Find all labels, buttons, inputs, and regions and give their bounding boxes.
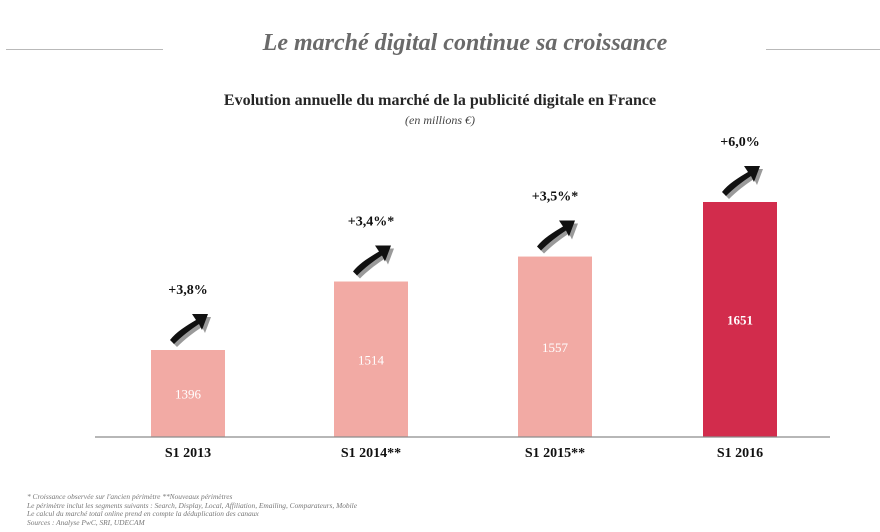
growth-arrow-icon: [170, 314, 211, 347]
bar: [703, 202, 777, 437]
bar-value-label: 1514: [358, 352, 385, 367]
growth-label: +3,5%*: [532, 190, 578, 205]
arrow-shape: [170, 314, 208, 344]
footnote-line: * Croissance observée sur l'ancien périm…: [27, 492, 233, 501]
chart-title: Evolution annuelle du marché de la publi…: [223, 92, 657, 109]
growth-label: +3,8%: [168, 283, 207, 298]
growth-arrow-icon: [537, 220, 578, 254]
x-tick-label: S1 2014**: [341, 446, 401, 461]
bar: [518, 256, 592, 437]
footnotes: * Croissance observée sur l'ancien périm…: [27, 492, 547, 527]
growth-label: +6,0%: [720, 135, 759, 150]
bar-value-label: 1651: [727, 313, 753, 328]
arrow-shape: [537, 220, 575, 251]
bar: [334, 281, 408, 437]
footnote-line: Le calcul du marché total online prend e…: [27, 509, 259, 519]
x-tick-label: S1 2013: [165, 446, 211, 461]
headline-rule-left: [6, 49, 163, 50]
footnote-line: Sources : Analyse PwC, SRI, UDECAM: [27, 517, 145, 527]
growth-label: +3,4%*: [348, 215, 394, 230]
growth-arrow-icon: [722, 166, 763, 199]
arrow-shape: [722, 166, 760, 196]
chart-subtitle: (en millions €): [405, 113, 475, 127]
arrow-shape: [353, 245, 391, 276]
bar: [151, 350, 225, 437]
growth-arrow-icon: [353, 245, 394, 279]
slide-headline: Le marché digital continue sa croissance: [262, 30, 668, 56]
headline-rule-right: [766, 49, 880, 50]
bar-value-label: 1557: [542, 340, 569, 355]
footnote-line: Le périmètre inclut les segments suivant…: [27, 500, 358, 510]
bar-value-label: 1396: [175, 387, 202, 402]
x-tick-label: S1 2015**: [525, 446, 585, 461]
x-tick-label: S1 2016: [717, 446, 763, 461]
